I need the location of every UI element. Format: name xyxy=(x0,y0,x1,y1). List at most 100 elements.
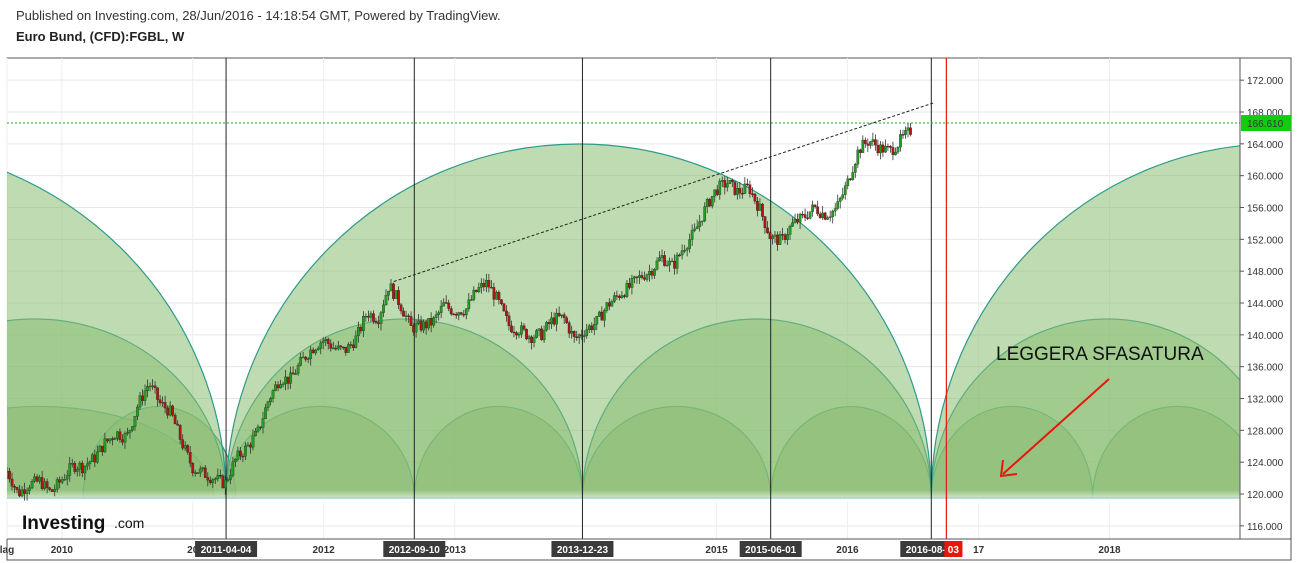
candle-up xyxy=(597,311,601,317)
candle-down xyxy=(399,304,403,312)
candle-up xyxy=(213,478,217,480)
candle-down xyxy=(510,325,513,333)
x-tick-label: 2013 xyxy=(444,545,467,556)
candle-up xyxy=(675,254,679,269)
candle-up xyxy=(582,335,586,337)
candle-up xyxy=(595,316,599,325)
candle-up xyxy=(404,315,408,317)
candle-up xyxy=(43,481,46,489)
candle-down xyxy=(208,480,212,483)
candle-down xyxy=(741,193,744,195)
price-axis[interactable]: 172.000 168.000 164.000 160.000 156.000 152.0… xyxy=(1240,76,1291,533)
candle-down xyxy=(462,314,466,316)
candle-up xyxy=(316,348,320,351)
candle-down xyxy=(158,399,162,404)
candle-down xyxy=(512,331,516,334)
cycle-marker-label-bg xyxy=(551,541,614,557)
red-marker-label-bg xyxy=(944,541,963,557)
candle-down xyxy=(889,146,892,148)
candle-down xyxy=(640,275,644,278)
candle-up xyxy=(116,431,119,439)
candle-up xyxy=(653,269,656,276)
candle-down xyxy=(763,216,767,228)
candle-down xyxy=(444,302,448,304)
candle-up xyxy=(422,321,425,331)
candle-up xyxy=(771,235,774,239)
candle-down xyxy=(615,295,619,297)
candle-down xyxy=(618,295,621,298)
candle-up xyxy=(585,329,589,336)
candle-down xyxy=(419,320,423,331)
candle-down xyxy=(733,181,737,195)
candle-down xyxy=(673,260,676,269)
candle-up xyxy=(495,292,498,300)
candle-up xyxy=(728,180,732,184)
candle-down xyxy=(540,328,543,341)
candle-up xyxy=(485,280,488,288)
candle-down xyxy=(206,477,210,481)
cycle-arcs xyxy=(7,143,1240,499)
candle-up xyxy=(384,295,388,306)
candle-up xyxy=(331,347,335,350)
candle-down xyxy=(176,423,180,426)
candle-up xyxy=(638,275,641,278)
y-tick-label: 144.000 xyxy=(1247,299,1284,310)
candle-up xyxy=(861,139,865,153)
candle-up xyxy=(427,318,430,329)
candle-down xyxy=(341,346,345,349)
candle-down xyxy=(452,313,456,316)
candle-up xyxy=(560,314,564,317)
candle-down xyxy=(723,180,727,188)
candle-down xyxy=(776,234,779,245)
candle-down xyxy=(565,317,569,323)
candle-up xyxy=(143,390,147,401)
y-tick-label: 172.000 xyxy=(1247,76,1284,87)
candle-up xyxy=(216,474,220,479)
candle-down xyxy=(50,489,54,492)
candle-down xyxy=(196,472,200,474)
bottom-fade xyxy=(7,490,1240,502)
candle-down xyxy=(186,445,190,453)
time-axis[interactable]: lag 2010 20 2012 2013 2015 2016 17 2018 2011-04-0… xyxy=(0,541,1121,557)
candle-up xyxy=(555,312,558,325)
candle-up xyxy=(55,479,59,490)
candle-up xyxy=(274,384,277,391)
candle-down xyxy=(326,339,330,344)
candle-down xyxy=(171,405,174,416)
red-marker-label: 03 xyxy=(948,545,960,556)
cycle-marker-label: 2015-06-01 xyxy=(745,545,797,556)
candle-up xyxy=(537,328,541,331)
candle-up xyxy=(658,257,661,262)
candle-up xyxy=(798,213,802,223)
candle-up xyxy=(65,475,69,480)
annotation: LEGGERA SFASATURA xyxy=(996,344,1204,478)
candle-down xyxy=(111,438,114,440)
y-tick-label: 136.000 xyxy=(1247,363,1284,374)
candle-up xyxy=(836,201,840,209)
candle-up xyxy=(527,336,531,340)
candle-up xyxy=(879,144,882,154)
candle-up xyxy=(665,264,669,267)
candle-up xyxy=(28,487,31,491)
candle-up xyxy=(266,401,270,408)
candle-up xyxy=(324,339,328,342)
candle-up xyxy=(279,384,282,389)
candle-down xyxy=(367,315,370,318)
candle-up xyxy=(703,206,707,222)
candle-up xyxy=(542,329,546,341)
x-tick-label: lag xyxy=(0,545,14,556)
candle-up xyxy=(517,333,521,336)
candle-up xyxy=(78,462,82,470)
candle-down xyxy=(806,217,809,219)
y-tick-label: 124.000 xyxy=(1247,458,1284,469)
candle-up xyxy=(382,304,385,313)
x-tick-label: 20 xyxy=(187,545,199,556)
candle-down xyxy=(166,407,169,416)
candle-up xyxy=(296,365,300,374)
candle-up xyxy=(254,430,257,437)
candle-down xyxy=(530,336,533,343)
candle-down xyxy=(178,425,182,440)
candle-down xyxy=(239,450,242,457)
candle-down xyxy=(407,315,410,317)
